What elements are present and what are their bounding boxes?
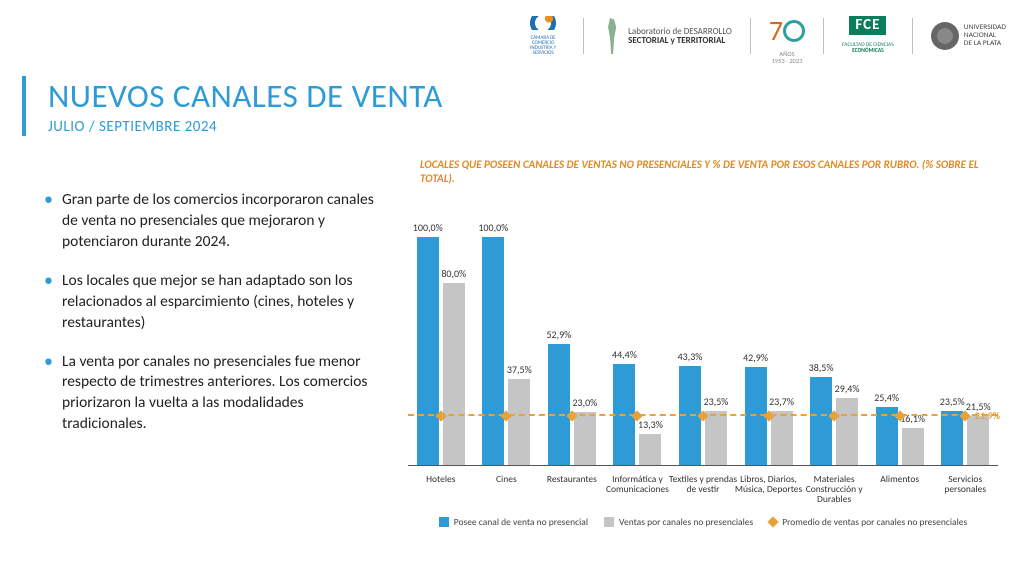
bar-value-label: 37,5% xyxy=(507,363,532,376)
chart-legend: Posee canal de venta no presencial Ventas… xyxy=(408,516,998,528)
logo-divider xyxy=(912,18,913,54)
bar: 37,5% xyxy=(508,379,530,464)
bar-group: 100,0%80,0% xyxy=(417,237,465,464)
logo-lab-text: Laboratorio de DESARROLLO SECTORIAL y TE… xyxy=(628,27,732,46)
legend-swatch-icon xyxy=(604,517,614,527)
logo-strip: CÁMARA DE COMERCIO INDUSTRIA Y SERVICIOS… xyxy=(521,10,1006,62)
bar-value-label: 100,0% xyxy=(478,221,508,234)
bar: 23,0% xyxy=(574,412,596,464)
page-title: NUEVOS CANALES DE VENTA xyxy=(48,76,443,116)
unlp-seal-icon xyxy=(931,22,959,50)
bar: 38,5% xyxy=(810,377,832,465)
bar: 29,4% xyxy=(836,398,858,465)
page-subtitle: JULIO / SEPTIEMBRE 2024 xyxy=(48,118,443,136)
category-label: Informática y Comunicaciones xyxy=(601,474,675,495)
seventy-sub: AÑOS 1953 · 2023 xyxy=(772,51,803,65)
bar-group: 52,9%23,0% xyxy=(548,344,596,464)
map-icon xyxy=(602,18,622,54)
logo-70: 7 AÑOS 1953 · 2023 xyxy=(769,16,805,56)
bar-value-label: 52,9% xyxy=(546,328,571,341)
fce-mark: FCE xyxy=(849,16,886,35)
chart-axis xyxy=(408,465,998,466)
bar-value-label: 23,7% xyxy=(769,395,794,408)
legend-label: Ventas por canales no presenciales xyxy=(619,516,753,528)
bullet-list: Gran parte de los comercios incorporaron… xyxy=(44,190,384,453)
bar: 23,5% xyxy=(705,411,727,464)
bar: 100,0% xyxy=(482,237,504,464)
logo-unlp: UNIVERSIDAD NACIONAL DE LA PLATA xyxy=(931,16,1006,56)
bar: 23,7% xyxy=(771,411,793,465)
logo-ci: CÁMARA DE COMERCIO INDUSTRIA Y SERVICIOS xyxy=(521,16,565,56)
logo-divider xyxy=(583,18,584,54)
bar-value-label: 43,3% xyxy=(678,350,703,363)
category-label: Servicios personales xyxy=(928,474,1002,495)
bar-value-label: 42,9% xyxy=(743,351,768,364)
bar-value-label: 13,3% xyxy=(638,418,663,431)
category-label: Cines xyxy=(470,474,544,484)
seventy-icon: 7 xyxy=(769,16,805,45)
legend-item: Ventas por canales no presenciales xyxy=(604,516,753,528)
bullet-item: Los locales que mejor se han adaptado so… xyxy=(44,271,384,334)
category-label: Restaurantes xyxy=(535,474,609,484)
bar-value-label: 23,0% xyxy=(572,396,597,409)
category-label: Materiales Construcción y Durables xyxy=(797,474,871,505)
avg-label: 21,9% xyxy=(975,409,1000,422)
title-block: NUEVOS CANALES DE VENTA JULIO / SEPTIEMB… xyxy=(22,76,443,136)
bar: 21,5% xyxy=(967,416,989,465)
chart-region: LOCALES QUE POSEEN CANALES DE VENTAS NO … xyxy=(400,158,1006,558)
bar: 80,0% xyxy=(443,283,465,465)
legend-item: Promedio de ventas por canales no presen… xyxy=(769,516,967,528)
bar-value-label: 23,5% xyxy=(940,395,965,408)
bar: 100,0% xyxy=(417,237,439,464)
bar-value-label: 23,5% xyxy=(704,395,729,408)
category-label: Hoteles xyxy=(404,474,478,484)
category-label: Libros, Diarios, Música, Deportes xyxy=(732,474,806,495)
legend-label: Promedio de ventas por canales no presen… xyxy=(782,516,967,528)
logo-ci-text: CÁMARA DE COMERCIO INDUSTRIA Y SERVICIOS xyxy=(521,36,565,56)
chart-plot: 21,9%100,0%80,0%Hoteles100,0%37,5%Cines5… xyxy=(408,216,998,466)
bar-value-label: 25,4% xyxy=(874,391,899,404)
bullet-item: Gran parte de los comercios incorporaron… xyxy=(44,190,384,253)
bar: 23,5% xyxy=(941,411,963,464)
category-label: Textiles y prendas de vestir xyxy=(666,474,740,495)
bar: 52,9% xyxy=(548,344,570,464)
bar-value-label: 100,0% xyxy=(413,221,443,234)
logo-divider xyxy=(823,18,824,54)
bar-group: 100,0%37,5% xyxy=(482,237,530,464)
bar: 16,1% xyxy=(902,428,924,465)
logo-ci-icon xyxy=(528,16,558,30)
bullet-item: La venta por canales no presenciales fue… xyxy=(44,352,384,436)
category-label: Alimentos xyxy=(863,474,937,484)
bar: 13,3% xyxy=(639,434,661,464)
chart-title: LOCALES QUE POSEEN CANALES DE VENTAS NO … xyxy=(400,158,1006,186)
legend-swatch-icon xyxy=(439,517,449,527)
unlp-text: UNIVERSIDAD NACIONAL DE LA PLATA xyxy=(964,24,1006,49)
legend-item: Posee canal de venta no presencial xyxy=(439,516,588,528)
bar-value-label: 44,4% xyxy=(612,348,637,361)
legend-label: Posee canal de venta no presencial xyxy=(454,516,588,528)
bar-value-label: 29,4% xyxy=(835,382,860,395)
bar-value-label: 38,5% xyxy=(809,361,834,374)
bar-value-label: 80,0% xyxy=(441,267,466,280)
logo-lab: Laboratorio de DESARROLLO SECTORIAL y TE… xyxy=(602,16,732,56)
logo-fce: FCE FACULTAD DE CIENCIAS ECONÓMICAS xyxy=(842,16,894,56)
logo-divider xyxy=(750,18,751,54)
fce-sub: FACULTAD DE CIENCIAS ECONÓMICAS xyxy=(842,43,894,55)
diamond-icon xyxy=(768,516,779,527)
